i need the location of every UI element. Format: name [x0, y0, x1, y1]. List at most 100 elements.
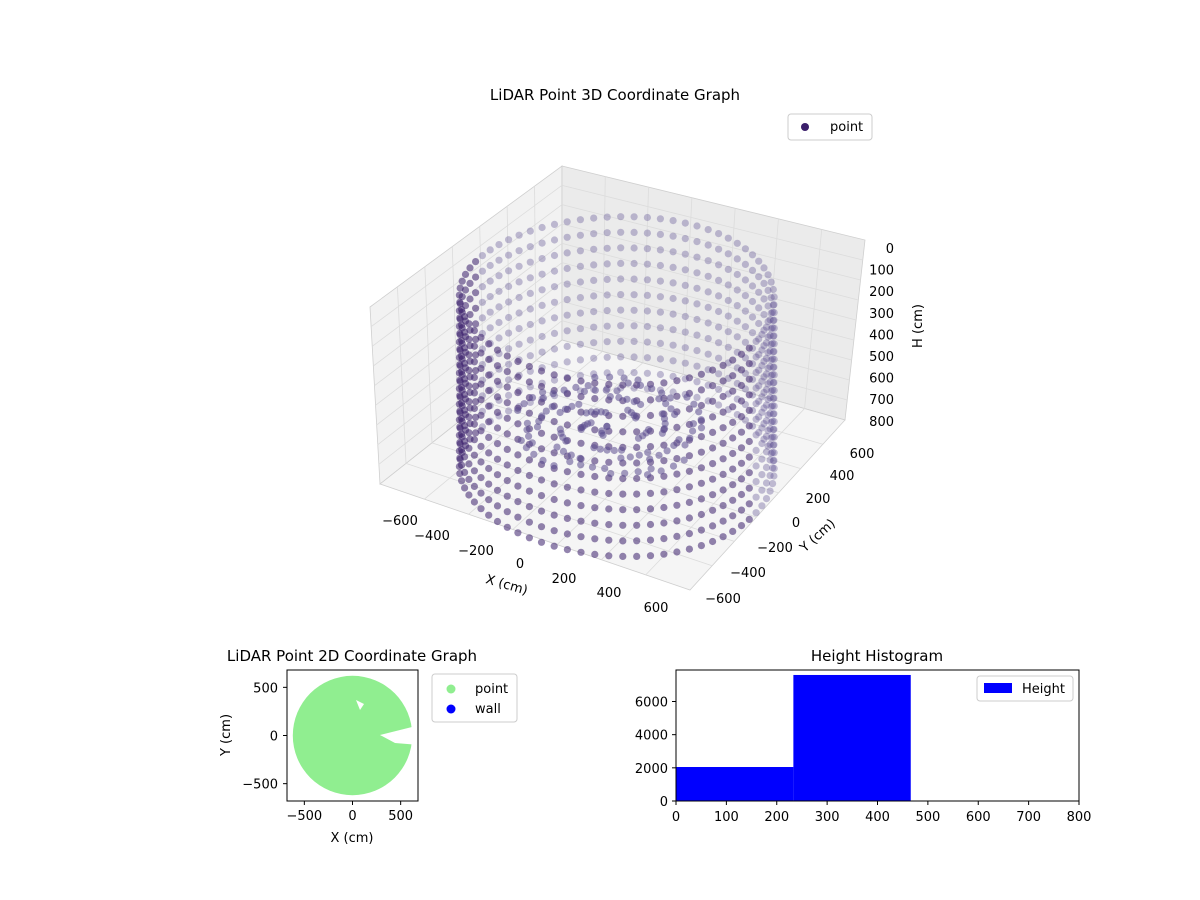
y-tick-3d: 200 [806, 492, 831, 507]
point-3d-9 [752, 478, 760, 486]
point-3d-556 [465, 382, 473, 390]
legend-2d-wall-label: wall [475, 702, 501, 717]
point-3d-158 [741, 276, 750, 284]
point-3d-918 [669, 462, 678, 470]
point-3d-596 [485, 464, 493, 473]
point-3d-231 [681, 266, 689, 274]
x-tick-hist: 0 [672, 810, 680, 825]
point-3d-965 [617, 454, 625, 462]
point-3d-572 [470, 451, 478, 459]
point-3d-582 [477, 427, 485, 435]
point-3d-819 [719, 408, 727, 416]
point-3d-361 [538, 239, 546, 247]
point-3d-386 [515, 262, 523, 270]
point-3d-362 [538, 255, 546, 263]
point-3d-330 [576, 309, 585, 317]
z-tick-3d: 200 [869, 285, 894, 300]
point-3d-217 [693, 238, 701, 246]
point-3d-840 [737, 350, 746, 358]
point-3d-857 [745, 422, 753, 430]
point-3d-773 [673, 455, 681, 463]
point-3d-646 [525, 518, 534, 526]
y-tick-hist: 0 [660, 795, 668, 810]
point-3d-754 [646, 536, 655, 544]
point-3d-411 [495, 287, 503, 295]
point-3d-844 [737, 413, 746, 421]
point-3d-656 [537, 492, 546, 500]
point-3d-243 [669, 263, 677, 271]
point-3d-54 [769, 402, 777, 410]
point-3d-162 [741, 338, 750, 346]
point-3d-83 [770, 464, 778, 472]
point-3d-32 [762, 448, 771, 456]
point-3d-320 [590, 339, 598, 347]
point-3d-533 [458, 383, 466, 391]
point-3d-77 [770, 371, 778, 379]
point-3d-587 [477, 505, 485, 513]
point-3d-900 [615, 394, 623, 402]
point-3d-5 [752, 415, 760, 423]
point-3d-102 [767, 371, 775, 380]
legend-2d-wall-marker [446, 704, 456, 714]
x-axis-label-3d: X (cm) [484, 572, 529, 598]
point-3d-824 [719, 486, 727, 494]
point-3d-908 [561, 405, 570, 413]
point-3d-337 [563, 233, 571, 241]
point-3d-420 [486, 246, 494, 254]
point-3d-785 [685, 452, 694, 460]
point-3d-634 [514, 513, 522, 521]
point-3d-434 [478, 283, 486, 291]
point-3d-594 [485, 433, 493, 441]
point-3d-450 [472, 351, 480, 359]
point-3d-805 [709, 382, 717, 390]
point-3d-448 [472, 320, 480, 328]
y-tick-2d: 0 [270, 730, 278, 745]
point-3d-983 [587, 419, 595, 427]
point-3d-766 [660, 535, 668, 543]
point-3d-769 [673, 392, 681, 400]
point-3d-282 [630, 306, 638, 314]
point-3d-377 [526, 305, 534, 313]
y-tick-2d: −500 [242, 778, 278, 793]
point-3d-922 [538, 412, 546, 420]
chart-3d: LiDAR Point 3D Coordinate Graph point X … [369, 86, 926, 616]
point-3d-94 [769, 441, 777, 449]
point-3d-106 [767, 434, 775, 442]
point-3d-125 [760, 342, 768, 350]
point-3d-704 [591, 504, 599, 512]
point-3d-538 [458, 461, 466, 469]
point-3d-366 [538, 317, 546, 325]
z-tick-3d: 300 [869, 307, 894, 322]
point-3d-719 [605, 552, 613, 560]
point-3d-235 [681, 328, 689, 336]
point-3d-259 [656, 324, 665, 332]
point-3d-730 [619, 537, 627, 545]
point-3d-962 [575, 400, 583, 408]
point-3d-57 [769, 448, 777, 456]
point-3d-229 [681, 235, 689, 243]
point-3d-266 [643, 245, 652, 253]
point-3d-876 [576, 454, 584, 462]
point-3d-681 [563, 514, 572, 523]
point-3d-92 [769, 410, 777, 418]
point-3d-927 [623, 395, 631, 403]
point-3d-105 [767, 418, 775, 426]
point-3d-127 [760, 373, 768, 381]
point-3d-247 [669, 326, 677, 334]
point-3d-684 [577, 377, 585, 385]
point-3d-636 [525, 362, 534, 371]
point-3d-234 [681, 312, 689, 321]
point-3d-579 [477, 380, 485, 388]
point-3d-811 [709, 475, 717, 483]
point-3d-592 [485, 402, 493, 410]
point-3d-618 [503, 445, 511, 453]
point-3d-145 [748, 266, 757, 274]
y-tick-3d: −200 [757, 541, 793, 556]
point-3d-28 [762, 385, 771, 394]
point-3d-615 [503, 399, 511, 407]
point-3d-728 [619, 506, 627, 514]
point-3d-843 [737, 397, 746, 405]
point-3d-40 [766, 378, 774, 386]
point-3d-365 [538, 301, 546, 309]
